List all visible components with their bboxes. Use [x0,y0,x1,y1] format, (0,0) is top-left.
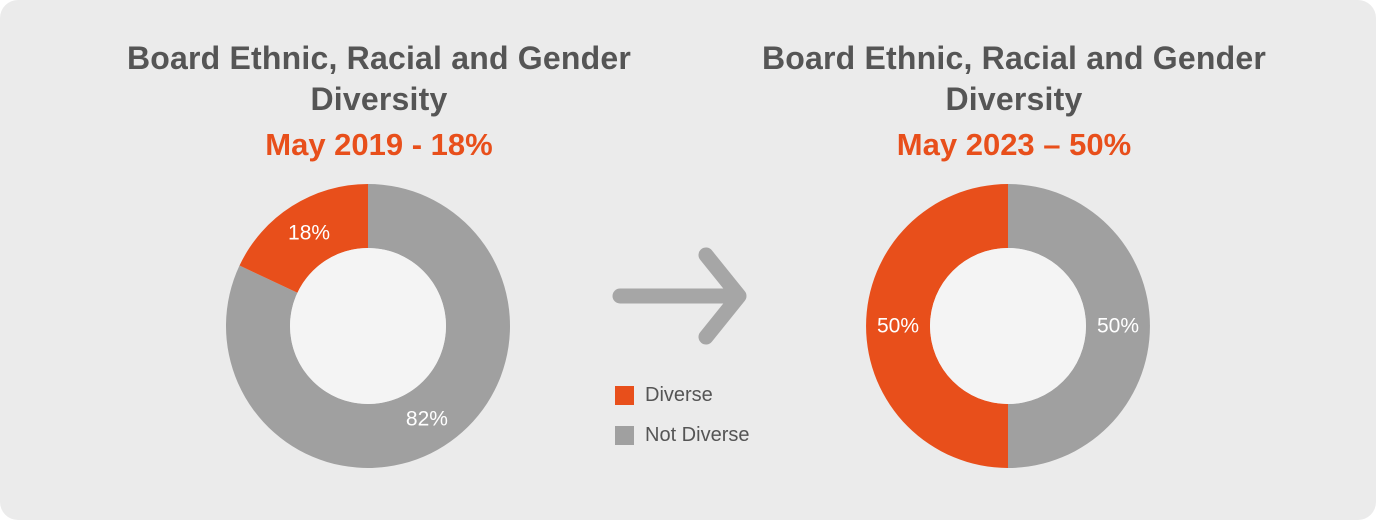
slice-diverse [239,184,368,293]
donut-hole [930,248,1086,404]
legend-swatch-diverse [615,385,634,405]
legend-label-diverse: Diverse [645,383,713,406]
left-chart-subtitle: May 2019 - 18% [265,127,493,162]
legend-label-not-diverse: Not Diverse [645,423,750,446]
donut-hole [290,248,446,404]
legend-swatch-not-diverse [615,425,634,445]
slice-not-diverse [1008,184,1150,468]
slice-label-diverse: 50% [877,315,919,338]
legend: Diverse Not Diverse [615,382,749,462]
left-chart-title: Board Ethnic, Racial and Gender Diversit… [126,40,632,117]
slice-label-diverse: 18% [288,222,330,245]
arrow-head [698,247,747,345]
right-arrow-icon [612,247,747,345]
right-chart-subtitle: May 2023 – 50% [896,127,1132,162]
slice-diverse [866,184,1008,468]
legend-item-diverse: Diverse [615,382,749,408]
slice-not-diverse [225,184,510,468]
slice-label-not-diverse: 50% [1097,315,1139,338]
donut-chart-2019: 82% 18% [225,184,510,468]
legend-item-not-diverse: Not Diverse [615,422,749,448]
slice-label-not-diverse: 82% [406,407,448,430]
donut-chart-2023: 50% 50% [866,184,1150,468]
right-chart-title: Board Ethnic, Racial and Gender Diversit… [761,40,1267,117]
